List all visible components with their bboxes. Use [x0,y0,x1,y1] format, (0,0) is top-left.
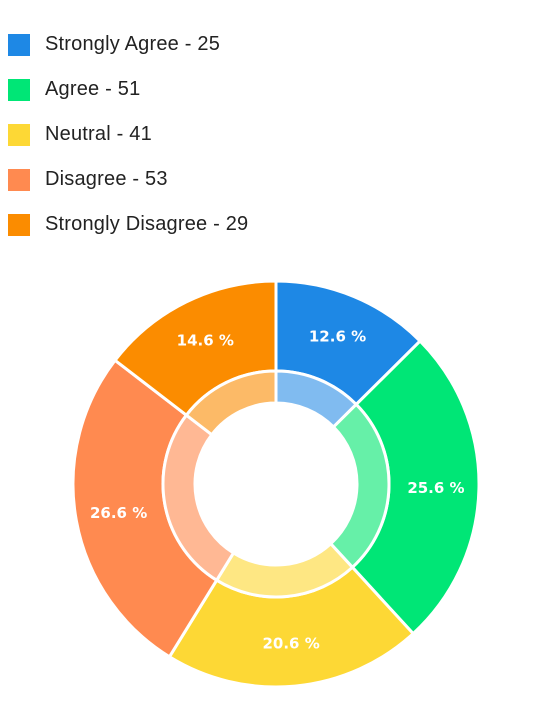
legend-swatch-strongly-disagree [8,213,30,236]
legend-label-agree: Agree - 51 [45,78,141,100]
slice-strongly-disagree[interactable]: 14.6 % [112,279,278,437]
legend-swatch-disagree [8,168,30,191]
slice-label-disagree: 26.6 % [90,504,147,522]
legend-label-disagree: Disagree - 53 [45,168,168,190]
slice-label-strongly-disagree: 14.6 % [177,331,234,349]
slice-agree[interactable]: 25.6 % [328,338,481,636]
legend-label-strongly-agree: Strongly Agree - 25 [45,33,221,55]
legend-item-disagree[interactable]: Disagree - 53 [8,157,248,202]
legend-item-neutral[interactable]: Neutral - 41 [8,112,248,157]
legend-swatch-neutral [8,123,30,146]
slice-label-strongly-agree: 12.6 % [309,327,366,345]
legend-swatch-agree [8,78,30,101]
slice-label-agree: 25.6 % [407,479,464,497]
slice-label-neutral: 20.6 % [262,634,319,652]
legend-item-agree[interactable]: Agree - 51 [8,67,248,112]
slice-strongly-agree[interactable]: 12.6 % [274,279,423,430]
donut-hole [196,404,356,564]
legend-swatch-strongly-agree [8,33,30,56]
slice-neutral[interactable]: 20.6 % [167,541,416,689]
chart-legend: Strongly Agree - 25 Agree - 51 Neutral -… [8,22,248,247]
legend-item-strongly-disagree[interactable]: Strongly Disagree - 29 [8,202,248,247]
slice-inner-strongly-disagree[interactable] [184,369,278,437]
legend-item-strongly-agree[interactable]: Strongly Agree - 25 [8,22,248,67]
legend-label-neutral: Neutral - 41 [45,123,152,145]
slice-disagree[interactable]: 26.6 % [71,358,236,659]
legend-label-strongly-disagree: Strongly Disagree - 29 [45,213,249,235]
